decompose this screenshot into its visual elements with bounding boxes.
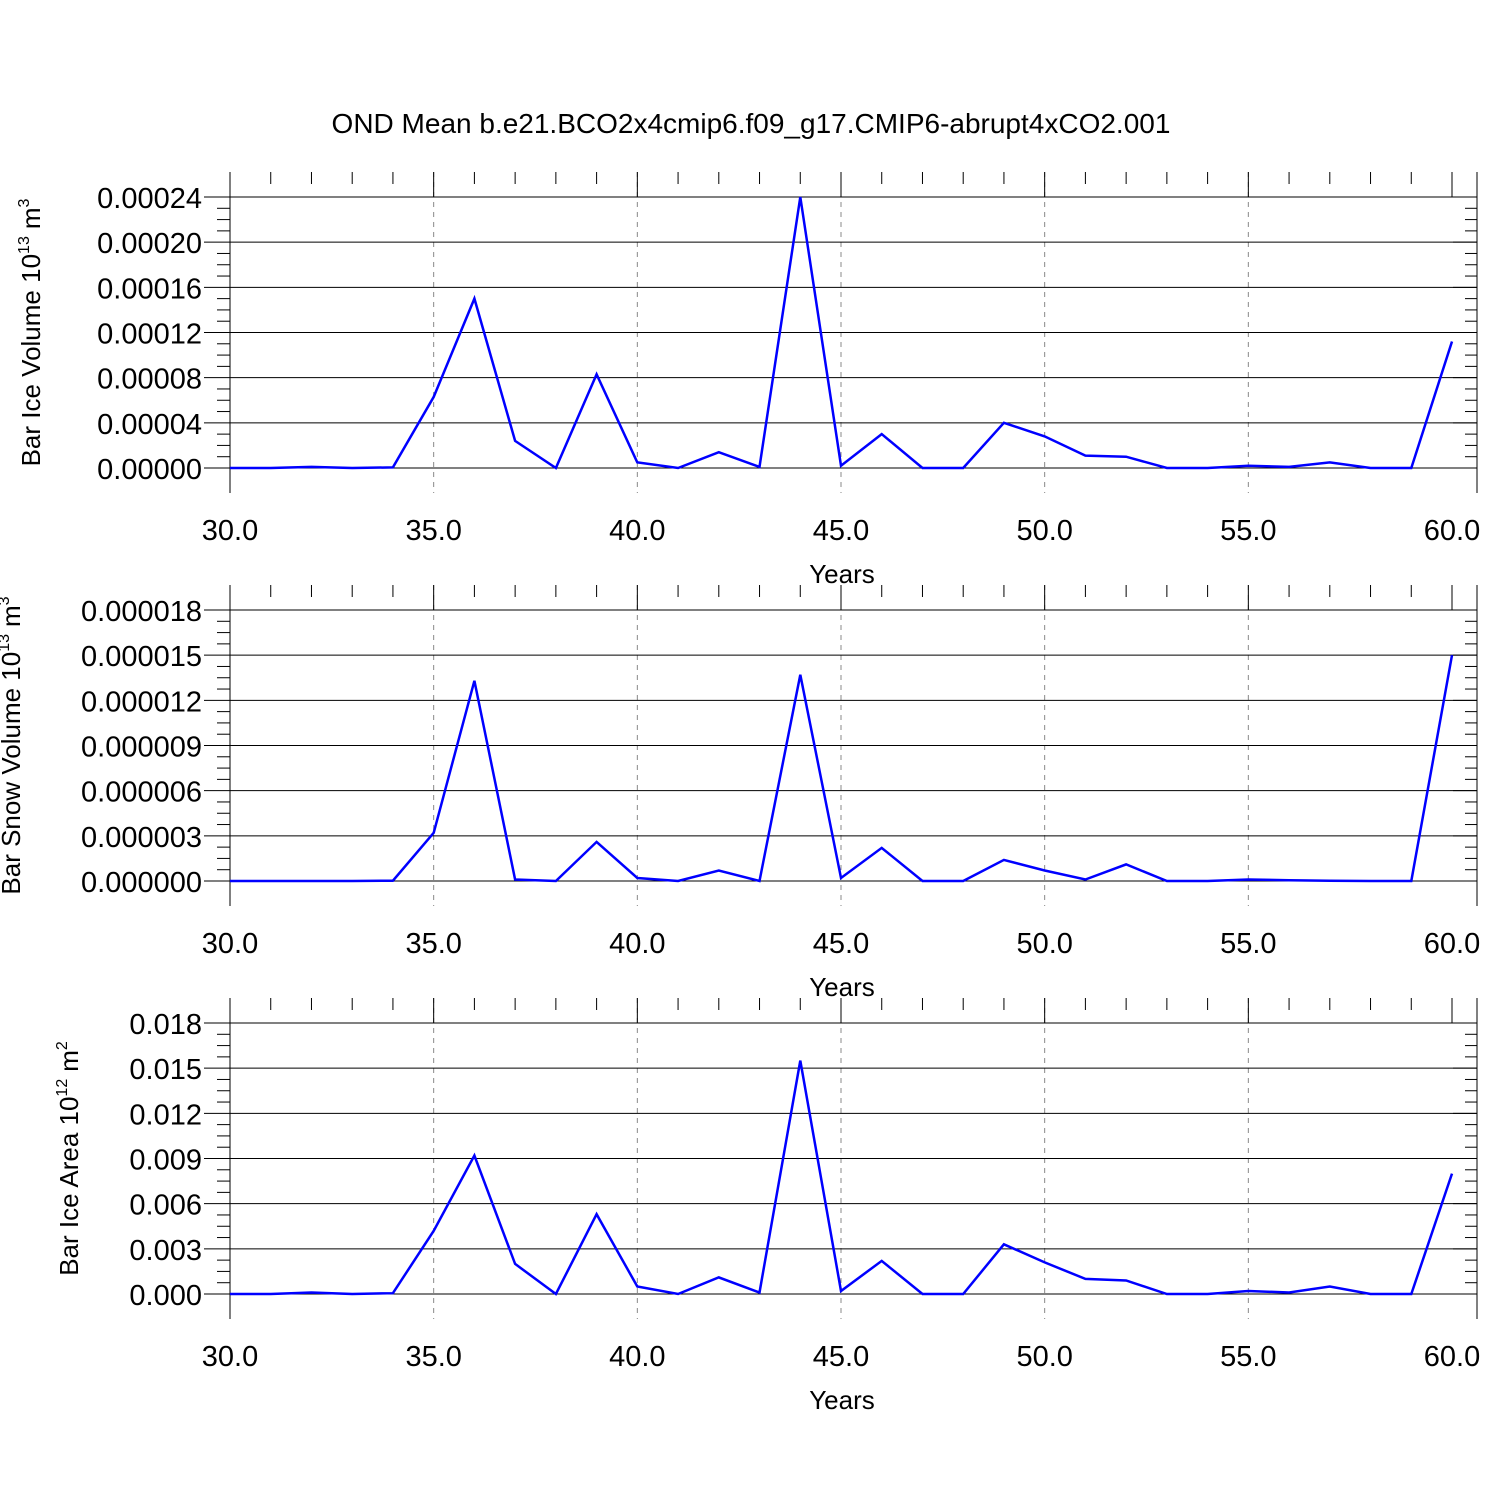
x-tick-label: 45.0 [813, 928, 869, 960]
y-axis-unit: m [16, 207, 46, 229]
y-tick-label: 0.000012 [81, 686, 202, 718]
y-tick-label: 0.00012 [97, 319, 202, 351]
x-axis-label: Years [809, 1385, 875, 1415]
y-axis-unit-exp: 13 [16, 236, 33, 254]
x-tick-label: 35.0 [405, 1341, 461, 1373]
x-axis-label: Years [809, 559, 875, 589]
y-axis-unit-base: 10 [54, 1097, 84, 1126]
y-axis-label-text: Bar Ice Area [54, 1125, 84, 1275]
y-axis-unit-power: 3 [16, 198, 33, 207]
y-tick-label: 0.003 [129, 1235, 202, 1267]
y-tick-label: 0.000018 [81, 596, 202, 628]
y-axis-label-text: Bar Snow Volume [0, 681, 26, 895]
x-tick-label: 35.0 [405, 515, 461, 547]
x-tick-label: 45.0 [813, 515, 869, 547]
panel-3: 0.000 0.003 0.006 0.009 0.012 0.015 0.018 30.0 3… [54, 998, 1480, 1415]
x-tick-label: 30.0 [202, 928, 258, 960]
y-tick-label: 0.000003 [81, 822, 202, 854]
x-tick-label: 45.0 [813, 1341, 869, 1373]
y-tick-label: 0.009 [129, 1145, 202, 1177]
y-tick-label: 0.00008 [97, 364, 202, 396]
series-line [230, 654, 1454, 883]
y-tick-label: 0.00024 [97, 183, 202, 215]
x-tick-label: 55.0 [1220, 928, 1276, 960]
y-axis-label-text: Bar Ice Volume [16, 283, 46, 467]
x-tick-label: 55.0 [1220, 1341, 1276, 1373]
x-tick-label: 60.0 [1424, 928, 1480, 960]
y-tick-label: 0.012 [129, 1099, 202, 1131]
y-tick-label: 0.006 [129, 1190, 202, 1222]
x-tick-label: 50.0 [1016, 928, 1072, 960]
chart-title: OND Mean b.e21.BCO2x4cmip6.f09_g17.CMIP6… [331, 108, 1171, 139]
x-tick-label: 50.0 [1016, 515, 1072, 547]
x-tick-label: 60.0 [1424, 515, 1480, 547]
y-axis-unit-power: 3 [0, 596, 13, 605]
panel-1: 0.00000 0.00004 0.00008 0.00012 0.00016 0.000… [16, 172, 1480, 589]
y-axis-unit-exp: 13 [0, 634, 13, 652]
y-tick-label: 0.000015 [81, 641, 202, 673]
y-axis-label: Bar Ice Area 1012 m2 [54, 1041, 84, 1276]
y-axis-unit-base: 10 [16, 254, 46, 283]
x-tick-label: 30.0 [202, 515, 258, 547]
y-axis-unit-power: 2 [54, 1041, 71, 1050]
y-axis-unit: m [0, 605, 26, 627]
x-tick-label: 40.0 [609, 515, 665, 547]
series-line [230, 1060, 1454, 1296]
x-tick-label: 40.0 [609, 928, 665, 960]
x-tick-label: 30.0 [202, 1341, 258, 1373]
y-axis-label: Bar Snow Volume 1013 m3 [0, 596, 26, 894]
y-tick-label: 0.000009 [81, 732, 202, 764]
y-tick-label: 0.000000 [81, 867, 202, 899]
series-line [230, 196, 1454, 470]
panel-2: 0.000000 0.000003 0.000006 0.000009 0.000012… [0, 585, 1480, 1002]
y-tick-label: 0.015 [129, 1054, 202, 1086]
y-tick-label: 0.00004 [97, 409, 202, 441]
y-tick-label: 0.00020 [97, 228, 202, 260]
y-tick-label: 0.00000 [97, 454, 202, 486]
x-tick-label: 50.0 [1016, 1341, 1072, 1373]
y-tick-label: 0.00016 [97, 273, 202, 305]
y-axis-label: Bar Ice Volume 1013 m3 [16, 198, 46, 466]
y-tick-label: 0.000006 [81, 777, 202, 809]
y-axis-unit: m [54, 1050, 84, 1072]
y-axis-unit-base: 10 [0, 652, 26, 681]
x-tick-label: 40.0 [609, 1341, 665, 1373]
x-axis-label: Years [809, 972, 875, 1002]
x-tick-label: 35.0 [405, 928, 461, 960]
x-tick-label: 60.0 [1424, 1341, 1480, 1373]
x-tick-label: 55.0 [1220, 515, 1276, 547]
y-tick-label: 0.000 [129, 1280, 202, 1312]
y-tick-label: 0.018 [129, 1009, 202, 1041]
y-axis-unit-exp: 12 [54, 1079, 71, 1097]
